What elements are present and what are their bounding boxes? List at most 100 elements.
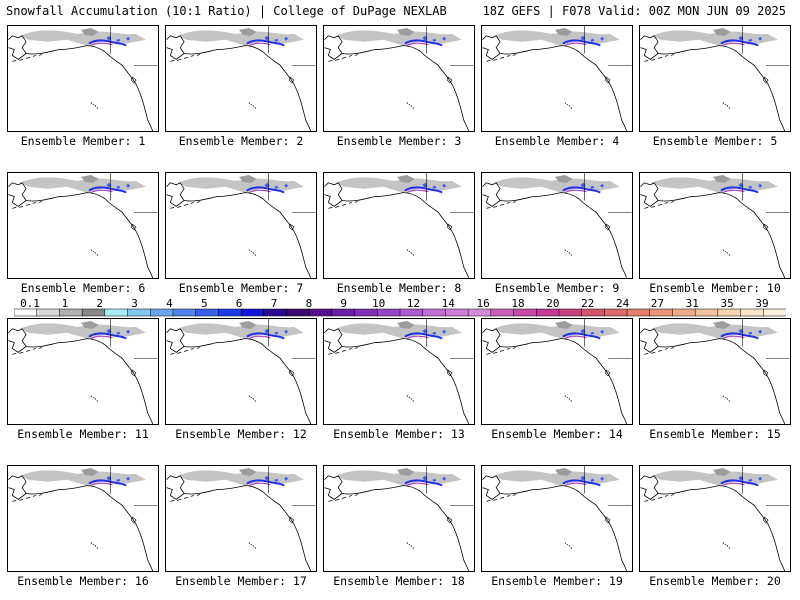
colorbar-tick-label: 1 <box>62 297 69 310</box>
colorbar-tick-label: 14 <box>442 297 456 310</box>
map-image <box>482 466 632 571</box>
colorbar-tick-label: 35 <box>720 297 733 310</box>
ensemble-member-panel <box>481 465 633 572</box>
ensemble-member-panel <box>481 172 633 279</box>
colorbar-swatch <box>59 308 83 317</box>
colorbar-swatch <box>467 308 492 317</box>
ensemble-member-label: Ensemble Member: 12 <box>175 427 307 441</box>
colorbar-swatch <box>81 308 106 317</box>
colorbar-swatch <box>172 308 197 317</box>
map-image <box>324 173 474 278</box>
map-image <box>166 319 316 424</box>
colorbar-swatch <box>377 308 401 317</box>
colorbar-swatch <box>558 308 583 317</box>
colorbar-tick-label: 8 <box>306 297 313 310</box>
map-image <box>166 26 316 131</box>
map-image <box>8 26 158 131</box>
header-run-info: 18Z GEFS | F078 Valid: 00Z MON JUN 09 20… <box>482 4 786 18</box>
ensemble-member-label: Ensemble Member: 11 <box>17 427 149 441</box>
map-image <box>166 173 316 278</box>
map-image <box>640 173 790 278</box>
ensemble-member-panel <box>7 318 159 425</box>
map-image <box>482 26 632 131</box>
ensemble-member-panel <box>165 172 317 279</box>
colorbar-swatch <box>422 308 446 317</box>
ensemble-member-panel <box>323 465 475 572</box>
colorbar-tick-label: 39 <box>755 297 768 310</box>
ensemble-member-panel <box>323 25 475 132</box>
ensemble-member-panel <box>639 465 791 572</box>
colorbar-tick-label: 3 <box>131 297 138 310</box>
ensemble-member-panel <box>481 25 633 132</box>
colorbar-swatch <box>36 308 60 317</box>
ensemble-member-label: Ensemble Member: 20 <box>649 574 781 588</box>
colorbar-swatch <box>535 308 560 317</box>
colorbar-swatch <box>581 308 605 317</box>
colorbar-tick-label: 5 <box>201 297 208 310</box>
ensemble-member-panel <box>639 318 791 425</box>
colorbar-swatch <box>14 308 38 317</box>
map-image <box>166 466 316 571</box>
colorbar-tick-label: 4 <box>166 297 173 310</box>
ensemble-member-panel <box>165 25 317 132</box>
snowfall-colorbar: 0.1 1 2 3 4 5 6 7 8 9 10 12 14 16 18 20 22 24 27 31 35 39 <box>14 297 786 317</box>
colorbar-swatch <box>626 308 651 317</box>
ensemble-member-panel <box>323 318 475 425</box>
colorbar-swatch <box>513 308 537 317</box>
ensemble-member-label: Ensemble Member: 4 <box>494 134 620 148</box>
map-image <box>482 319 632 424</box>
header-title: Snowfall Accumulation (10:1 Ratio) | Col… <box>6 4 447 18</box>
colorbar-swatch <box>740 308 764 317</box>
colorbar-swatch <box>149 308 174 317</box>
ensemble-member-label: Ensemble Member: 9 <box>494 281 620 295</box>
ensemble-member-panel <box>481 318 633 425</box>
ensemble-member-label: Ensemble Member: 5 <box>652 134 778 148</box>
map-image <box>8 466 158 571</box>
ensemble-member-panel <box>165 465 317 572</box>
colorbar-swatch <box>104 308 129 317</box>
map-image <box>640 466 790 571</box>
ensemble-member-label: Ensemble Member: 19 <box>491 574 623 588</box>
colorbar-swatch <box>127 308 151 317</box>
colorbar-tick-label: 27 <box>651 297 664 310</box>
colorbar-swatch <box>717 308 742 317</box>
ensemble-member-panel <box>165 318 317 425</box>
colorbar-swatch <box>218 308 242 317</box>
colorbar-tick-label: 18 <box>511 297 524 310</box>
colorbar-tick-label: 2 <box>96 297 103 310</box>
colorbar-tick-label: 10 <box>372 297 385 310</box>
map-image <box>640 319 790 424</box>
ensemble-member-label: Ensemble Member: 2 <box>178 134 304 148</box>
colorbar-swatch <box>694 308 719 317</box>
ensemble-member-label: Ensemble Member: 8 <box>336 281 462 295</box>
colorbar-tick-label: 12 <box>407 297 420 310</box>
map-image <box>482 173 632 278</box>
ensemble-member-label: Ensemble Member: 10 <box>649 281 781 295</box>
colorbar-tick-label: 22 <box>581 297 594 310</box>
colorbar-tick-label: 9 <box>340 297 347 310</box>
ensemble-member-label: Ensemble Member: 1 <box>20 134 146 148</box>
ensemble-member-label: Ensemble Member: 16 <box>17 574 149 588</box>
map-image <box>324 26 474 131</box>
ensemble-member-label: Ensemble Member: 3 <box>336 134 462 148</box>
colorbar-swatch <box>763 308 786 317</box>
colorbar-swatch <box>354 308 378 317</box>
colorbar-tick-label: 31 <box>686 297 699 310</box>
colorbar-swatch <box>308 308 333 317</box>
map-image <box>324 319 474 424</box>
colorbar-swatch <box>399 308 424 317</box>
colorbar-tick-label: 0.1 <box>20 297 40 310</box>
ensemble-member-panel <box>639 25 791 132</box>
ensemble-member-panel <box>323 172 475 279</box>
colorbar-swatch <box>331 308 356 317</box>
colorbar-tick-label: 16 <box>476 297 489 310</box>
ensemble-member-label: Ensemble Member: 15 <box>649 427 781 441</box>
ensemble-member-label: Ensemble Member: 7 <box>178 281 304 295</box>
colorbar-swatch <box>195 308 219 317</box>
ensemble-member-panel <box>639 172 791 279</box>
ensemble-member-label: Ensemble Member: 18 <box>333 574 465 588</box>
colorbar-swatch <box>240 308 265 317</box>
ensemble-member-label: Ensemble Member: 14 <box>491 427 623 441</box>
colorbar-tick-label: 6 <box>236 297 243 310</box>
ensemble-member-panel <box>7 465 159 572</box>
